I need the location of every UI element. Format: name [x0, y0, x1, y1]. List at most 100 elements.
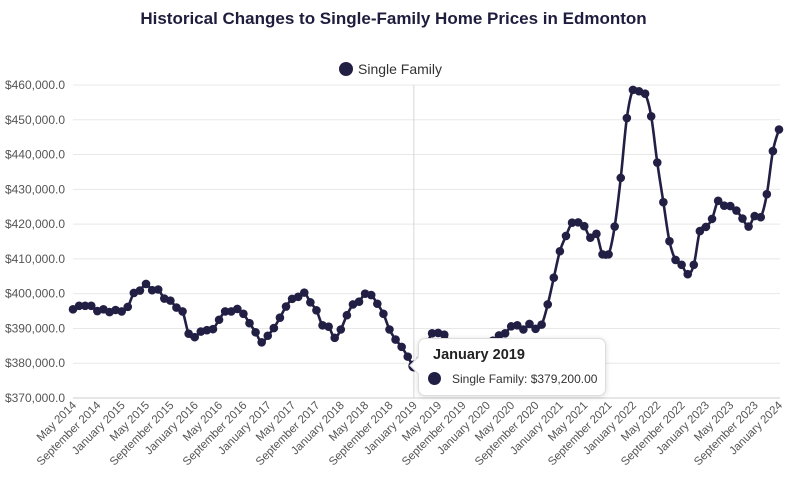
tooltip: January 2019 Single Family: $379,200.00	[409, 338, 606, 396]
data-point[interactable]	[123, 302, 133, 312]
data-point[interactable]	[713, 196, 723, 206]
data-point[interactable]	[263, 331, 273, 341]
data-point[interactable]	[512, 321, 522, 330]
data-point[interactable]	[330, 333, 340, 343]
data-point[interactable]	[598, 250, 607, 259]
data-point[interactable]	[531, 324, 540, 334]
y-tick-label: $400,000.0	[5, 287, 65, 301]
data-point[interactable]	[604, 250, 613, 259]
data-point[interactable]	[707, 214, 717, 224]
data-point[interactable]	[299, 288, 309, 297]
data-point[interactable]	[519, 325, 528, 334]
data-point[interactable]	[86, 301, 96, 311]
data-point[interactable]	[214, 315, 224, 325]
data-point[interactable]	[166, 296, 175, 305]
y-tick-label: $390,000.0	[5, 321, 65, 335]
data-point[interactable]	[397, 342, 406, 352]
data-point[interactable]	[525, 319, 534, 329]
data-point[interactable]	[774, 125, 784, 134]
legend[interactable]: Single Family	[339, 61, 442, 77]
data-point[interactable]	[342, 310, 352, 320]
data-point[interactable]	[567, 218, 577, 228]
data-point[interactable]	[208, 324, 218, 334]
data-point[interactable]	[738, 214, 747, 223]
data-point[interactable]	[233, 304, 242, 314]
data-point[interactable]	[293, 292, 303, 302]
y-axis: $460,000.0 $450,000.0 $440,000.0 $430,000.0…	[5, 78, 65, 405]
data-point[interactable]	[537, 320, 546, 329]
data-point[interactable]	[403, 352, 413, 361]
data-point[interactable]	[756, 212, 766, 222]
data-point[interactable]	[719, 201, 729, 210]
data-point[interactable]	[269, 323, 279, 333]
data-point[interactable]	[671, 255, 680, 265]
data-point[interactable]	[385, 325, 394, 334]
data-point[interactable]	[427, 329, 437, 338]
data-point[interactable]	[391, 335, 400, 344]
data-point[interactable]	[178, 307, 187, 316]
data-point[interactable]	[640, 89, 650, 98]
data-point[interactable]	[324, 322, 333, 332]
y-tick-label: $370,000.0	[5, 391, 65, 405]
data-point[interactable]	[336, 325, 346, 334]
data-point[interactable]	[117, 307, 126, 316]
data-point[interactable]	[251, 327, 260, 337]
data-point[interactable]	[257, 338, 266, 347]
data-point[interactable]	[239, 309, 248, 319]
data-point[interactable]	[439, 330, 449, 340]
data-point[interactable]	[622, 113, 632, 123]
data-point[interactable]	[665, 236, 674, 246]
data-point[interactable]	[610, 222, 619, 231]
data-point[interactable]	[549, 273, 559, 282]
data-point[interactable]	[379, 309, 388, 319]
data-point[interactable]	[153, 285, 163, 294]
data-point[interactable]	[500, 329, 510, 338]
data-point[interactable]	[616, 173, 626, 183]
data-point[interactable]	[695, 226, 705, 236]
data-point[interactable]	[659, 197, 668, 207]
data-point[interactable]	[135, 286, 145, 295]
tooltip-value: Single Family: $379,200.00	[452, 372, 598, 386]
data-point[interactable]	[354, 297, 364, 306]
y-tick-label: $410,000.0	[5, 252, 65, 266]
data-point[interactable]	[732, 206, 741, 215]
data-point[interactable]	[768, 146, 778, 156]
legend-marker	[339, 62, 353, 76]
data-point[interactable]	[190, 332, 200, 342]
data-point[interactable]	[726, 201, 735, 211]
data-point[interactable]	[701, 222, 711, 232]
data-point[interactable]	[74, 301, 84, 311]
y-tick-label: $440,000.0	[5, 148, 65, 162]
y-tick-label: $380,000.0	[5, 356, 65, 370]
data-point[interactable]	[762, 189, 772, 199]
data-point[interactable]	[592, 229, 601, 239]
y-tick-label: $420,000.0	[5, 217, 65, 231]
chart-title: Historical Changes to Single-Family Home…	[140, 9, 647, 28]
data-point[interactable]	[555, 246, 565, 256]
tooltip-title: January 2019	[433, 347, 525, 363]
y-tick-label: $450,000.0	[5, 113, 65, 127]
data-point[interactable]	[312, 306, 321, 315]
data-point[interactable]	[141, 279, 151, 289]
data-point[interactable]	[689, 260, 699, 270]
data-point[interactable]	[275, 313, 285, 322]
data-point[interactable]	[579, 221, 589, 231]
data-point[interactable]	[543, 300, 553, 309]
data-point[interactable]	[373, 299, 382, 309]
data-point[interactable]	[306, 298, 315, 307]
data-point[interactable]	[561, 231, 571, 241]
y-tick-label: $460,000.0	[5, 78, 65, 92]
data-point[interactable]	[677, 260, 686, 270]
data-point[interactable]	[281, 302, 291, 311]
data-point[interactable]	[80, 301, 90, 311]
series-line-single-family	[72, 86, 781, 368]
data-point[interactable]	[366, 290, 376, 300]
data-point[interactable]	[683, 269, 693, 279]
data-point[interactable]	[220, 307, 230, 316]
data-point[interactable]	[744, 222, 753, 231]
data-point[interactable]	[245, 318, 254, 328]
data-point[interactable]	[646, 112, 656, 121]
data-point[interactable]	[652, 158, 662, 167]
